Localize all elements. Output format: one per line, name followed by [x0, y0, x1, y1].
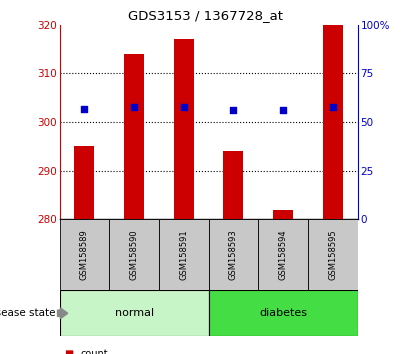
Text: GSM158589: GSM158589	[80, 229, 89, 280]
Text: diabetes: diabetes	[259, 308, 307, 318]
Point	[280, 108, 286, 113]
Bar	[174, 39, 194, 219]
Bar	[109, 219, 159, 290]
Point	[131, 104, 137, 109]
Bar	[60, 290, 209, 336]
Bar	[124, 54, 144, 219]
Text: GSM158590: GSM158590	[129, 229, 139, 280]
Point	[230, 108, 237, 113]
Bar	[60, 219, 109, 290]
Bar	[258, 219, 308, 290]
Point	[180, 104, 187, 109]
Text: disease state: disease state	[0, 308, 55, 318]
Text: GSM158591: GSM158591	[179, 229, 188, 280]
Text: GSM158595: GSM158595	[328, 229, 337, 280]
Bar	[323, 25, 343, 219]
Text: normal: normal	[115, 308, 154, 318]
Bar	[208, 290, 358, 336]
Bar	[308, 219, 358, 290]
Bar	[224, 152, 243, 219]
Text: ■: ■	[64, 349, 73, 354]
Text: GSM158594: GSM158594	[279, 229, 288, 280]
Bar	[208, 219, 258, 290]
Bar	[74, 147, 95, 219]
Bar	[159, 219, 208, 290]
Bar	[273, 210, 293, 219]
Point	[330, 104, 336, 109]
Text: count: count	[80, 349, 108, 354]
Text: GDS3153 / 1367728_at: GDS3153 / 1367728_at	[128, 9, 283, 22]
Point	[81, 105, 88, 111]
Text: GSM158593: GSM158593	[229, 229, 238, 280]
